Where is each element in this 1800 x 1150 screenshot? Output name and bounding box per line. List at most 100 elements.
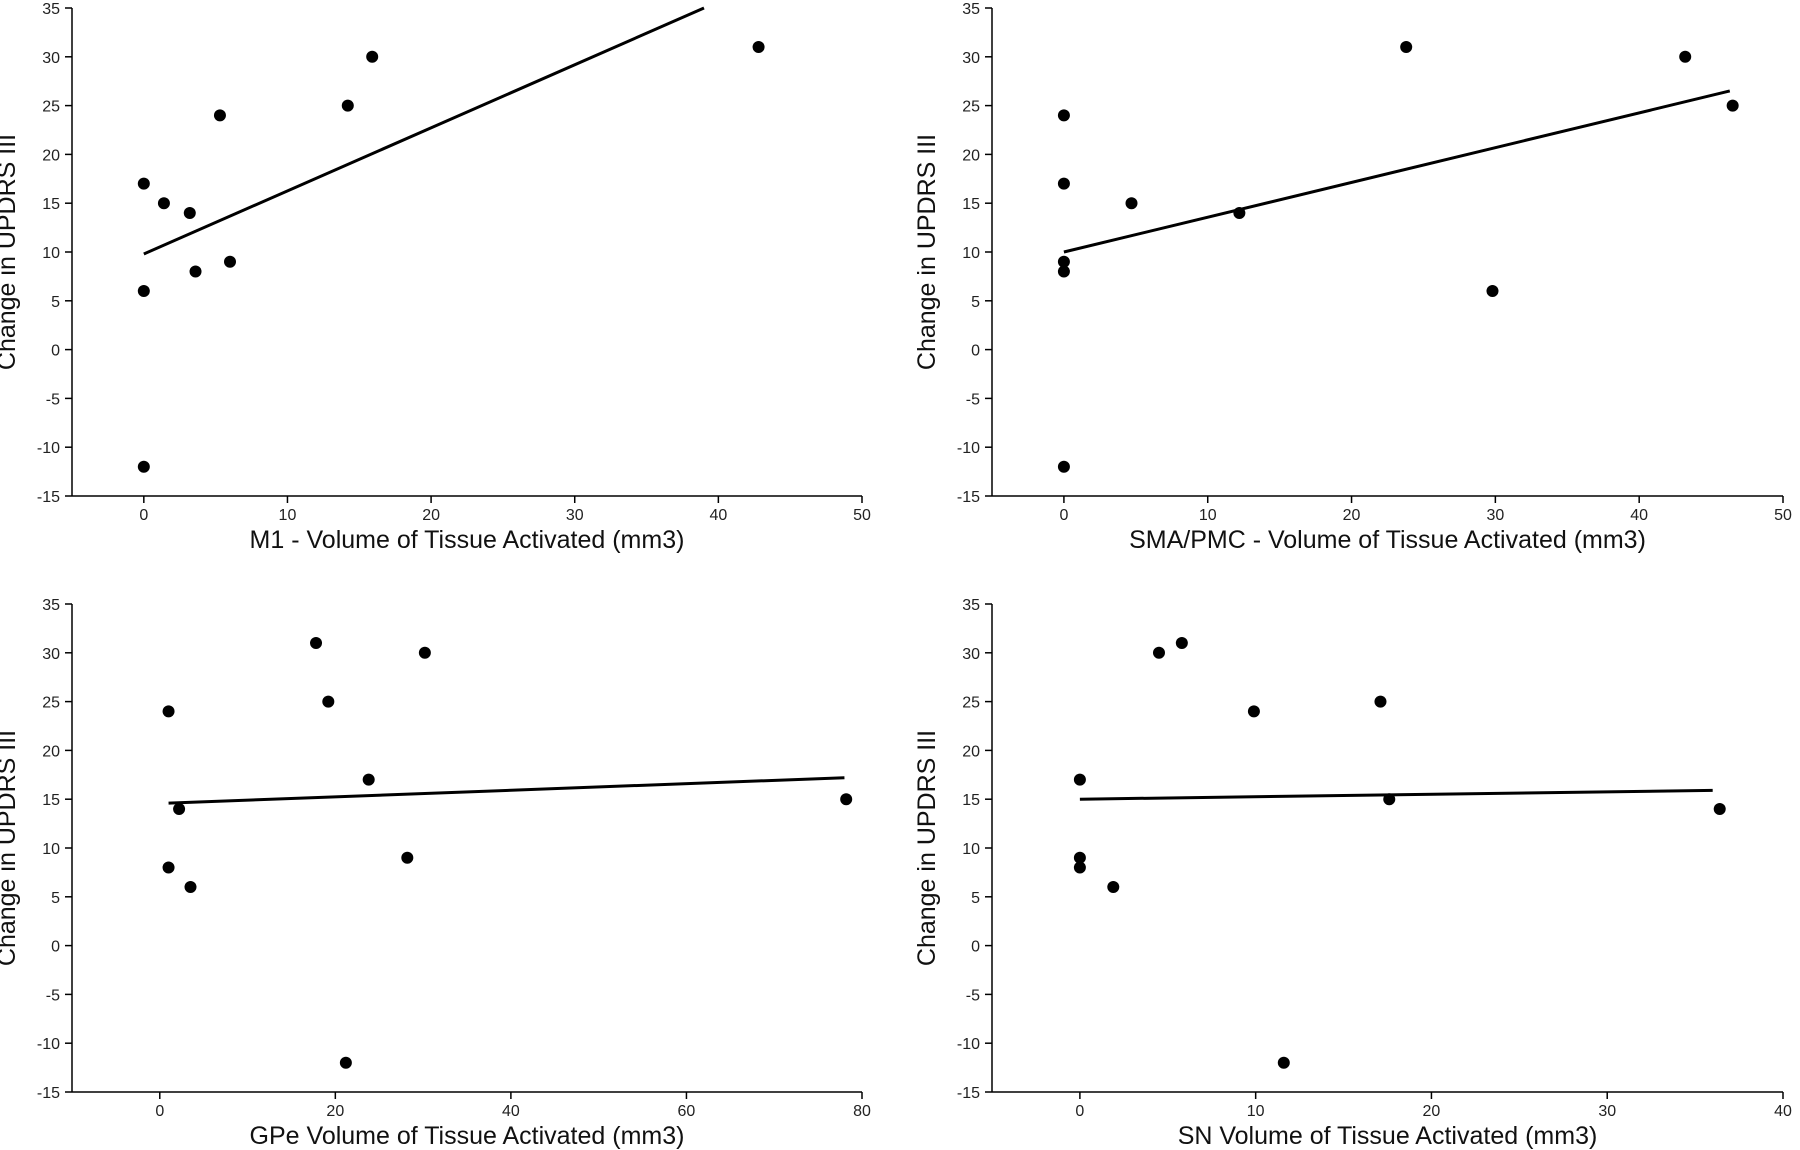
data-point — [1726, 99, 1739, 112]
x-tick-label: 0 — [139, 507, 148, 524]
x-tick-label: 0 — [155, 1103, 164, 1120]
y-tick-label: -15 — [37, 1085, 60, 1102]
data-point — [137, 460, 150, 473]
data-point — [362, 773, 375, 786]
y-tick-label: 0 — [51, 939, 60, 956]
data-point — [752, 41, 765, 54]
data-point — [1486, 285, 1499, 298]
y-tick-label: 35 — [962, 1, 980, 18]
y-tick-label: 20 — [42, 147, 60, 164]
x-tick-label: 20 — [1343, 507, 1361, 524]
data-point — [1383, 793, 1396, 806]
x-tick-label: 10 — [1199, 507, 1217, 524]
data-point — [401, 851, 414, 864]
x-tick-label: 30 — [566, 507, 584, 524]
data-point — [157, 197, 170, 210]
data-point — [1057, 255, 1070, 268]
x-tick-label: 20 — [1423, 1103, 1441, 1120]
y-axis-title: Change in UPDRS III — [0, 730, 21, 966]
data-point — [310, 637, 323, 650]
y-tick-label: 10 — [42, 245, 60, 262]
y-axis-title: Change in UPDRS III — [913, 134, 941, 370]
y-tick-label: 35 — [42, 1, 60, 18]
y-tick-label: 5 — [51, 890, 60, 907]
data-point — [1057, 460, 1070, 473]
data-point — [1073, 773, 1086, 786]
y-tick-label: 30 — [42, 646, 60, 663]
data-point — [183, 206, 196, 219]
y-tick-label: 0 — [971, 343, 980, 360]
x-tick-label: 50 — [1774, 507, 1792, 524]
data-point — [213, 109, 226, 122]
data-point — [339, 1056, 352, 1069]
x-tick-label: 20 — [422, 507, 440, 524]
y-tick-label: 15 — [962, 792, 980, 809]
scatter-panel-1: -15 -10 -5 0 5 10 15 20 25 30 35 0 10 20 30 40 50 M1 - Vo… — [0, 1, 871, 554]
data-point — [1233, 206, 1246, 219]
data-point — [840, 793, 853, 806]
x-tick-label: 0 — [1059, 507, 1068, 524]
y-tick-label: 25 — [962, 99, 980, 116]
data-point — [162, 861, 175, 874]
x-tick-label: 40 — [709, 507, 727, 524]
y-tick-label: 5 — [51, 294, 60, 311]
y-tick-label: 10 — [962, 245, 980, 262]
y-tick-label: 35 — [42, 597, 60, 614]
y-tick-label: 5 — [971, 294, 980, 311]
y-tick-label: -5 — [966, 391, 980, 408]
data-point — [137, 177, 150, 190]
y-tick-label: 15 — [42, 196, 60, 213]
x-tick-label: 0 — [1075, 1103, 1084, 1120]
x-tick-label: 50 — [853, 507, 871, 524]
data-point — [418, 646, 431, 659]
data-point — [1175, 637, 1188, 650]
x-tick-label: 10 — [1247, 1103, 1265, 1120]
data-point — [1374, 695, 1387, 708]
y-tick-label: -15 — [957, 1085, 980, 1102]
data-point — [1152, 646, 1165, 659]
scatter-panel-4: -15 -10 -5 0 5 10 15 20 25 30 35 0 10 20 30 40 SN Volume… — [913, 597, 1792, 1150]
y-tick-label: -10 — [957, 1036, 980, 1053]
x-axis-title: SN Volume of Tissue Activated (mm3) — [1178, 1122, 1598, 1150]
x-tick-label: 20 — [326, 1103, 344, 1120]
y-tick-label: -10 — [37, 1036, 60, 1053]
y-tick-label: 20 — [962, 147, 980, 164]
y-tick-label: -15 — [37, 489, 60, 506]
data-point — [162, 705, 175, 718]
regression-line — [143, 6, 705, 256]
y-tick-label: 20 — [42, 743, 60, 760]
data-point — [137, 285, 150, 298]
data-point — [1400, 41, 1413, 54]
y-tick-label: -15 — [957, 489, 980, 506]
y-tick-label: 35 — [962, 597, 980, 614]
data-point — [1107, 881, 1120, 894]
y-tick-label: -5 — [46, 391, 60, 408]
data-point — [1247, 705, 1260, 718]
data-point — [1713, 802, 1726, 815]
data-point — [1679, 50, 1692, 63]
x-tick-label: 30 — [1598, 1103, 1616, 1120]
y-tick-label: 30 — [962, 646, 980, 663]
x-axis-title: SMA/PMC - Volume of Tissue Activated (mm… — [1129, 526, 1646, 554]
scatter-panel-2: -15 -10 -5 0 5 10 15 20 25 30 35 0 10 20 30 40 50 SMA/PMC… — [913, 1, 1792, 554]
y-tick-label: -10 — [957, 440, 980, 457]
data-point — [224, 255, 236, 268]
x-tick-label: 40 — [502, 1103, 520, 1120]
y-tick-label: 15 — [962, 196, 980, 213]
y-axis-title: Change in UPDRS III — [0, 134, 21, 370]
data-point — [1057, 265, 1070, 278]
data-point — [341, 99, 354, 112]
x-tick-label: 10 — [279, 507, 297, 524]
data-point — [173, 802, 186, 815]
y-tick-label: -5 — [966, 987, 980, 1004]
data-point — [1057, 109, 1070, 122]
data-point — [1125, 197, 1138, 210]
y-tick-label: 5 — [971, 890, 980, 907]
regression-line — [1079, 788, 1713, 801]
data-point — [366, 50, 379, 63]
x-axis-title: M1 - Volume of Tissue Activated (mm3) — [250, 526, 685, 554]
data-point — [184, 881, 197, 894]
y-tick-label: -5 — [46, 987, 60, 1004]
